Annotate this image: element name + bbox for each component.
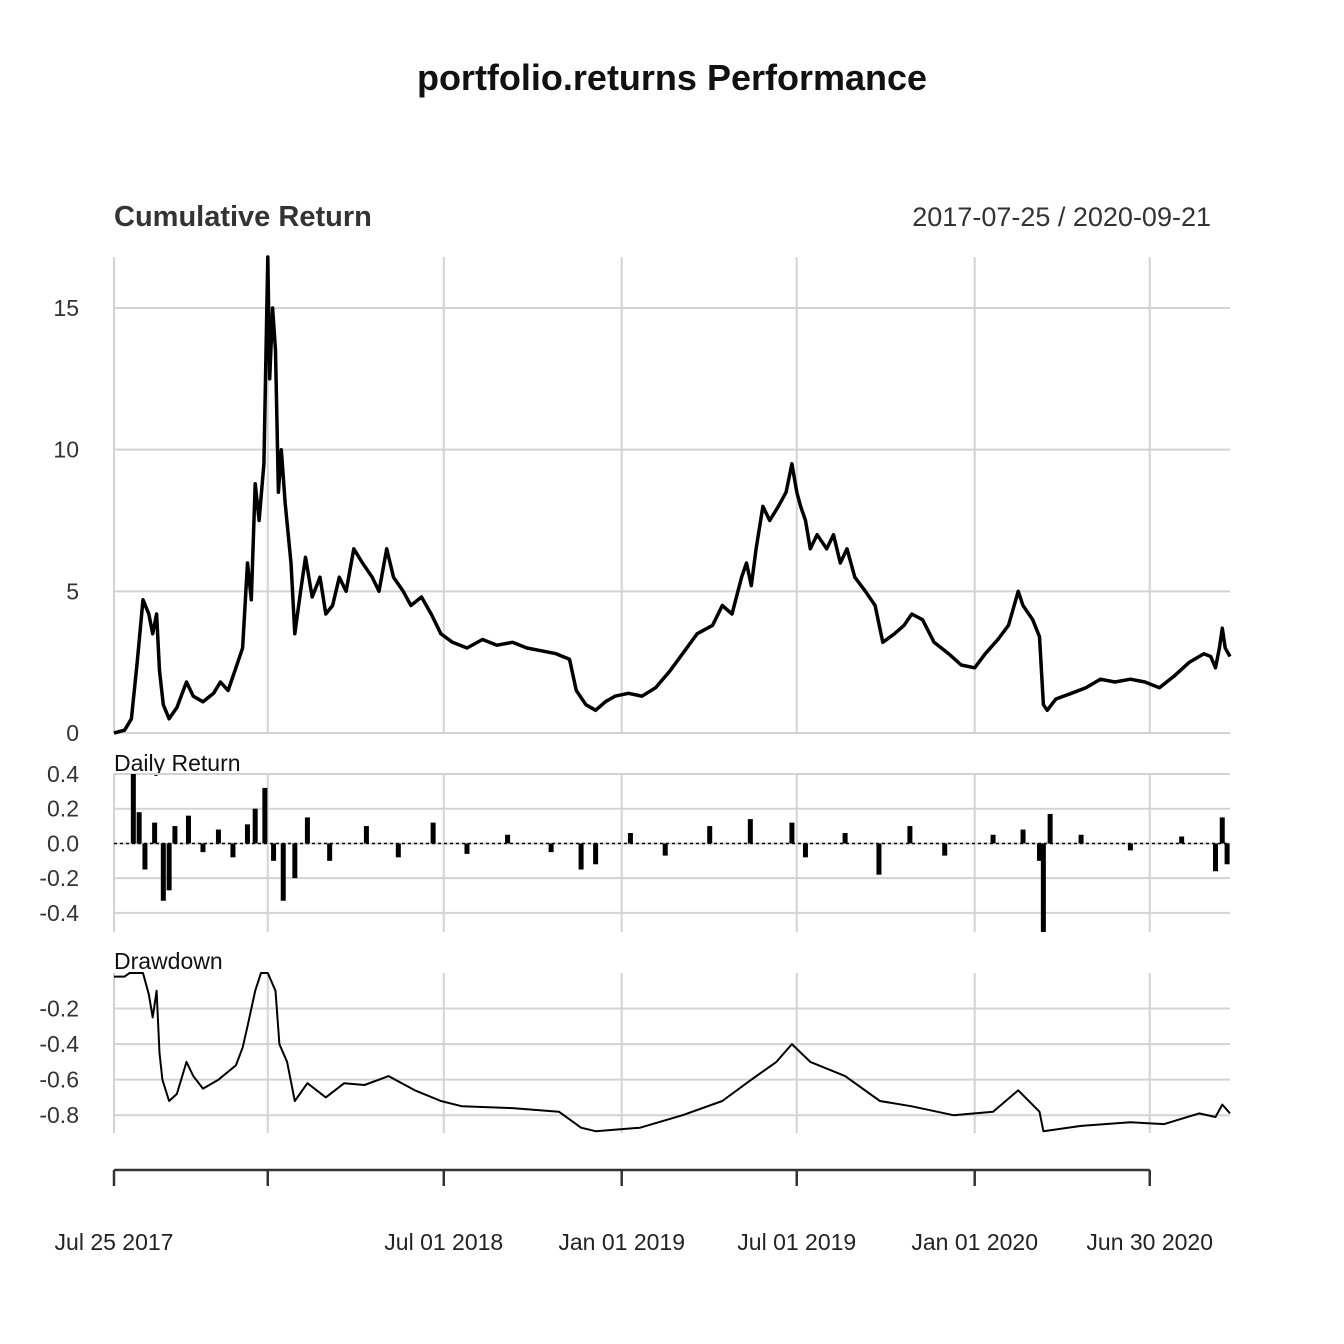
daily-return-bar [1078,834,1084,844]
x-tick-label: Jul 25 2017 [55,1229,174,1255]
daily-return-bar [662,843,668,856]
daily-return-bar [990,834,996,844]
axes-layer: 0 5 10 15 -0.4 -0.2 0.0 0.2 0.4 -0.2 -0.4 -0.6 -0.8 J… [39,295,1213,1255]
daily-return-bar [1219,817,1225,844]
y-tick-label: 0.4 [47,761,79,787]
daily-return-bar [152,822,158,844]
y-tick-label: 0 [66,720,79,746]
y-tick-label: 5 [66,578,79,604]
x-tick-label: Jan 01 2020 [911,1229,1038,1255]
y-tick-label: -0.6 [39,1067,79,1093]
daily-return-bar [172,826,178,844]
daily-return-bar [842,833,848,844]
daily-return-bar [252,808,258,844]
x-tick-label: Jul 01 2019 [737,1229,856,1255]
daily-return-bar [1040,843,1046,932]
daily-return-bar [136,812,142,844]
daily-return-bar [548,843,554,853]
daily-return-bar [292,843,298,879]
daily-return-bar [1224,843,1230,865]
daily-return-bar [876,843,882,875]
daily-return-bar [280,843,286,901]
daily-return-bar [142,843,148,870]
daily-return-bar [304,817,310,844]
drawdown-line [114,972,1231,1133]
y-tick-label: -0.4 [39,1031,79,1057]
daily-return-bar [430,822,436,844]
panel-title-daily-return: Daily Return [114,750,241,776]
y-tick-label: -0.2 [39,996,79,1022]
daily-return-bar [707,826,713,844]
daily-return-bar [789,822,795,844]
y-tick-label: -0.4 [39,900,79,926]
daily-return-bar [1127,843,1133,851]
daily-return-bar [578,843,584,870]
series-layer [113,255,1232,1133]
y-tick-label: 15 [53,295,79,321]
panel-title-cumulative-return: Cumulative Return [114,201,372,233]
daily-return-bar [271,843,277,861]
daily-return-bar [185,815,191,844]
x-tick-label: Jan 01 2019 [558,1229,685,1255]
daily-return-bar [215,829,221,844]
daily-return-bar [1047,813,1053,844]
daily-return-bar [1036,843,1042,861]
daily-return-bar [505,834,511,844]
chart-title: portfolio.returns Performance [417,57,927,98]
daily-return-bar [130,774,136,844]
daily-return-bar [1020,829,1026,844]
y-tick-label: 10 [53,437,79,463]
daily-return-bar [464,843,470,854]
daily-return-bar [262,787,268,844]
daily-return-bar [942,843,948,856]
daily-return-bar [747,819,753,844]
daily-return-bar [395,843,401,858]
daily-return-bar [200,843,206,853]
daily-return-bar [244,824,250,844]
panel-title-drawdown: Drawdown [114,948,223,974]
y-tick-label: 0.2 [47,796,79,822]
daily-return-bar [593,843,599,865]
daily-return-bar [363,826,369,844]
date-range-label: 2017-07-25 / 2020-09-21 [912,202,1211,232]
x-tick-label: Jun 30 2020 [1086,1229,1213,1255]
daily-return-bar [327,843,333,861]
daily-return-bar [802,843,808,858]
y-tick-label: -0.2 [39,865,79,891]
daily-return-bar [1179,836,1185,844]
daily-return-bar [160,843,166,901]
daily-return-bar [1212,843,1218,872]
y-tick-label: -0.8 [39,1102,79,1128]
daily-return-bar [230,843,236,858]
y-tick-label: 0.0 [47,830,79,856]
x-tick-label: Jul 01 2018 [384,1229,503,1255]
daily-return-bar [166,843,172,891]
cumulative-return-line [113,255,1232,735]
daily-return-bar [627,833,633,844]
daily-return-bar [907,826,913,844]
